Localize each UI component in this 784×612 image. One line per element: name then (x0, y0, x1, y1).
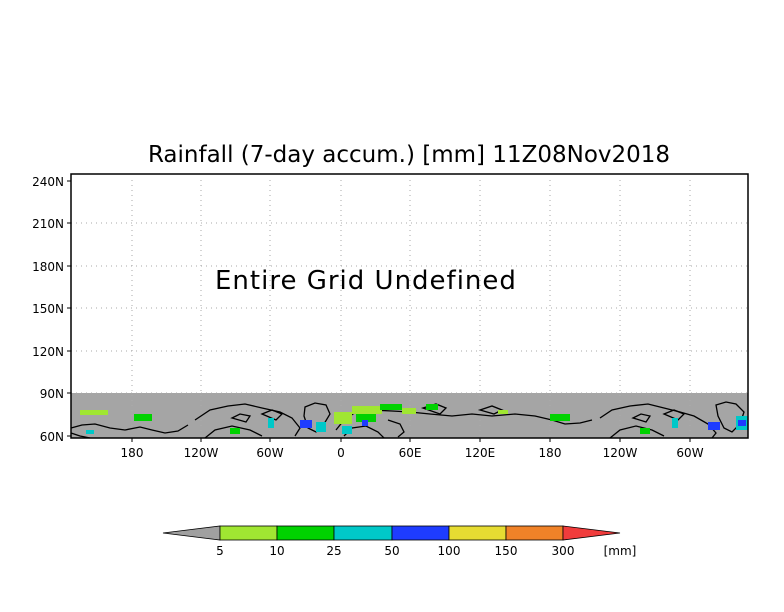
y-tick-label: 120N (32, 345, 64, 359)
y-tick-label: 180N (32, 260, 64, 274)
colorbar (162, 525, 621, 541)
gridlines (71, 180, 748, 438)
colorbar-label: 10 (269, 544, 284, 558)
x-tick-label: 60W (676, 446, 703, 460)
colorbar-swatch (333, 525, 393, 541)
colorbar-label: 5 (216, 544, 224, 558)
colorbar-label: 25 (326, 544, 341, 558)
colorbar-label: 100 (438, 544, 461, 558)
colorbar-label: 50 (384, 544, 399, 558)
y-tick-label: 150N (32, 302, 64, 316)
colorbar-labels: 5 10 25 50 100 150 300 [mm] (216, 544, 636, 558)
x-tick-label: 120E (465, 446, 496, 460)
x-tick-label: 0 (337, 446, 345, 460)
y-axis: 240N 210N 180N 150N 120N 90N 60N (32, 175, 71, 444)
x-tick-label: 180 (121, 446, 144, 460)
x-tick-label: 180 (539, 446, 562, 460)
x-tick-label: 120W (184, 446, 219, 460)
colorbar-unit: [mm] (604, 544, 637, 558)
y-tick-label: 60N (40, 430, 64, 444)
undefined-grid-message: Entire Grid Undefined (215, 266, 517, 296)
colorbar-swatch (219, 525, 278, 541)
y-tick-label: 240N (32, 175, 64, 189)
x-tick-label: 60W (256, 446, 283, 460)
colorbar-swatch (276, 525, 335, 541)
y-tick-label: 90N (40, 387, 64, 401)
y-tick-label: 210N (32, 217, 64, 231)
colorbar-label: 150 (495, 544, 518, 558)
colorbar-swatch (505, 525, 564, 541)
colorbar-swatch (162, 525, 221, 541)
colorbar-swatch (448, 525, 507, 541)
colorbar-swatch (562, 525, 621, 541)
rainfall-patches (80, 404, 748, 434)
x-axis: 180 120W 60W 0 60E 120E 180 120W 60W (121, 438, 704, 460)
x-tick-label: 120W (603, 446, 638, 460)
x-tick-label: 60E (399, 446, 422, 460)
map-title: Rainfall (7-day accum.) [mm] 11Z08Nov201… (148, 142, 670, 168)
colorbar-swatch (391, 525, 450, 541)
colorbar-label: 300 (552, 544, 575, 558)
